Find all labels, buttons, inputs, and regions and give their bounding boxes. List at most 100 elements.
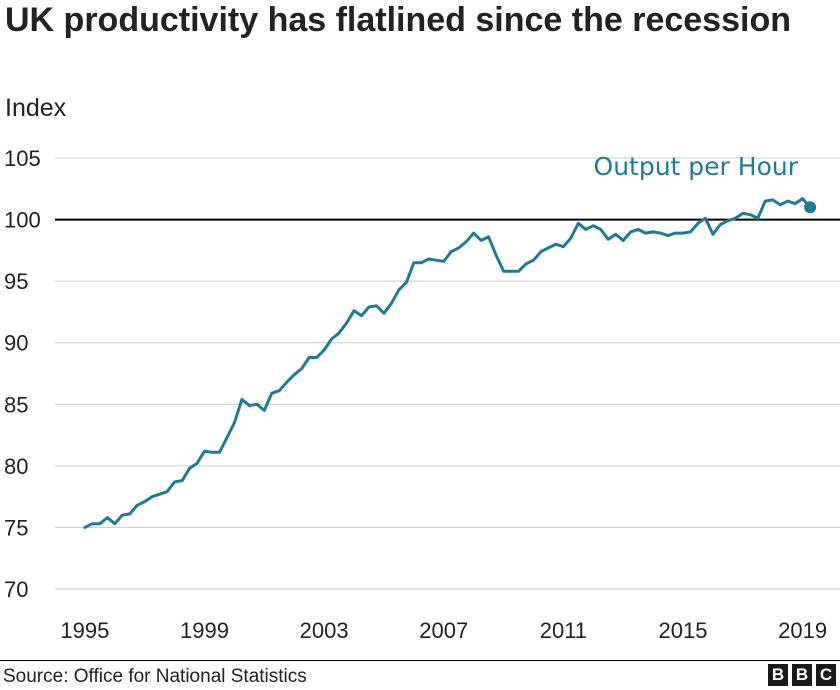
data-point xyxy=(450,250,453,253)
data-point xyxy=(435,259,438,262)
data-point xyxy=(263,409,266,412)
data-point xyxy=(764,200,767,203)
source-note: Source: Office for National Statistics xyxy=(3,666,307,687)
data-point xyxy=(240,398,243,401)
data-point xyxy=(599,228,602,231)
data-point xyxy=(540,250,543,253)
data-point xyxy=(143,500,146,503)
footer-divider xyxy=(0,660,840,661)
data-point xyxy=(270,392,273,395)
data-point xyxy=(667,234,670,237)
x-tick-label: 2019 xyxy=(778,618,827,643)
series-layer xyxy=(83,197,817,529)
data-point xyxy=(465,240,468,243)
data-point xyxy=(121,514,124,517)
data-point xyxy=(226,436,229,439)
data-point xyxy=(786,200,789,203)
data-point xyxy=(181,479,184,482)
bbc-logo-letter: B xyxy=(768,664,788,686)
data-point xyxy=(607,238,610,241)
data-point xyxy=(196,462,199,465)
data-point xyxy=(353,309,356,312)
data-point xyxy=(113,522,116,525)
data-point xyxy=(128,512,131,515)
data-point xyxy=(584,228,587,231)
data-point xyxy=(525,262,528,265)
y-tick-label: 75 xyxy=(4,515,28,540)
data-point xyxy=(368,306,371,309)
data-point xyxy=(697,222,700,225)
data-point xyxy=(360,314,363,317)
data-point xyxy=(622,239,625,242)
data-point xyxy=(323,349,326,352)
data-point xyxy=(106,516,109,519)
bbc-logo-letter: C xyxy=(816,664,836,686)
data-point xyxy=(427,258,430,261)
x-tick-label: 2015 xyxy=(659,618,708,643)
data-point xyxy=(293,373,296,376)
data-point xyxy=(547,246,550,249)
data-point xyxy=(472,232,475,235)
data-point xyxy=(158,493,161,496)
data-point xyxy=(644,232,647,235)
x-tick-label: 1999 xyxy=(180,618,229,643)
x-tick-label: 2007 xyxy=(419,618,468,643)
data-point xyxy=(674,232,677,235)
data-point xyxy=(390,302,393,305)
data-point xyxy=(412,261,415,264)
data-point xyxy=(211,451,214,454)
y-tick-label: 90 xyxy=(4,331,28,356)
data-point xyxy=(510,270,513,273)
x-tick-labels: 1995 1999 2003 2007 2011 2015 2019 xyxy=(60,618,827,643)
data-point xyxy=(517,270,520,273)
series-end-marker xyxy=(804,201,817,214)
data-point xyxy=(756,217,759,220)
data-point xyxy=(397,288,400,291)
y-tick-label: 70 xyxy=(4,577,28,602)
data-point xyxy=(188,467,191,470)
data-point xyxy=(689,230,692,233)
bbc-logo-letter: B xyxy=(792,664,812,686)
data-point xyxy=(98,522,101,525)
data-point xyxy=(682,232,685,235)
data-point xyxy=(248,404,251,407)
line-chart: 105 100 95 90 85 80 75 70 1995 1999 2003 2007 2011 2… xyxy=(4,146,840,643)
data-point xyxy=(173,480,176,483)
data-point xyxy=(801,197,804,200)
data-point xyxy=(375,304,378,307)
y-tick-label: 95 xyxy=(4,269,28,294)
data-point xyxy=(457,246,460,249)
data-point xyxy=(83,526,86,529)
data-point xyxy=(233,421,236,424)
data-point xyxy=(345,322,348,325)
data-point xyxy=(383,312,386,315)
data-point xyxy=(255,403,258,406)
data-point xyxy=(637,228,640,231)
data-point xyxy=(480,239,483,242)
data-point xyxy=(136,504,139,507)
data-point xyxy=(285,381,288,384)
data-point xyxy=(749,213,752,216)
data-point xyxy=(166,490,169,493)
bbc-logo: B B C xyxy=(768,664,836,686)
data-point xyxy=(203,450,206,453)
data-point xyxy=(338,331,341,334)
data-point xyxy=(308,356,311,359)
data-point xyxy=(315,356,318,359)
data-point xyxy=(151,495,154,498)
x-tick-label: 1995 xyxy=(60,618,109,643)
data-point xyxy=(659,232,662,235)
data-point xyxy=(495,254,498,257)
y-tick-label: 105 xyxy=(4,146,41,171)
data-point xyxy=(330,338,333,341)
data-point xyxy=(577,222,580,225)
data-point xyxy=(629,230,632,233)
grid-lines xyxy=(55,157,840,590)
y-tick-labels: 105 100 95 90 85 80 75 70 xyxy=(4,146,41,602)
annotation-layer: Output per Hour xyxy=(594,152,799,181)
data-point xyxy=(487,235,490,238)
series-line-0 xyxy=(83,197,812,529)
x-tick-label: 2011 xyxy=(540,618,587,643)
data-point xyxy=(719,223,722,226)
data-point xyxy=(614,233,617,236)
